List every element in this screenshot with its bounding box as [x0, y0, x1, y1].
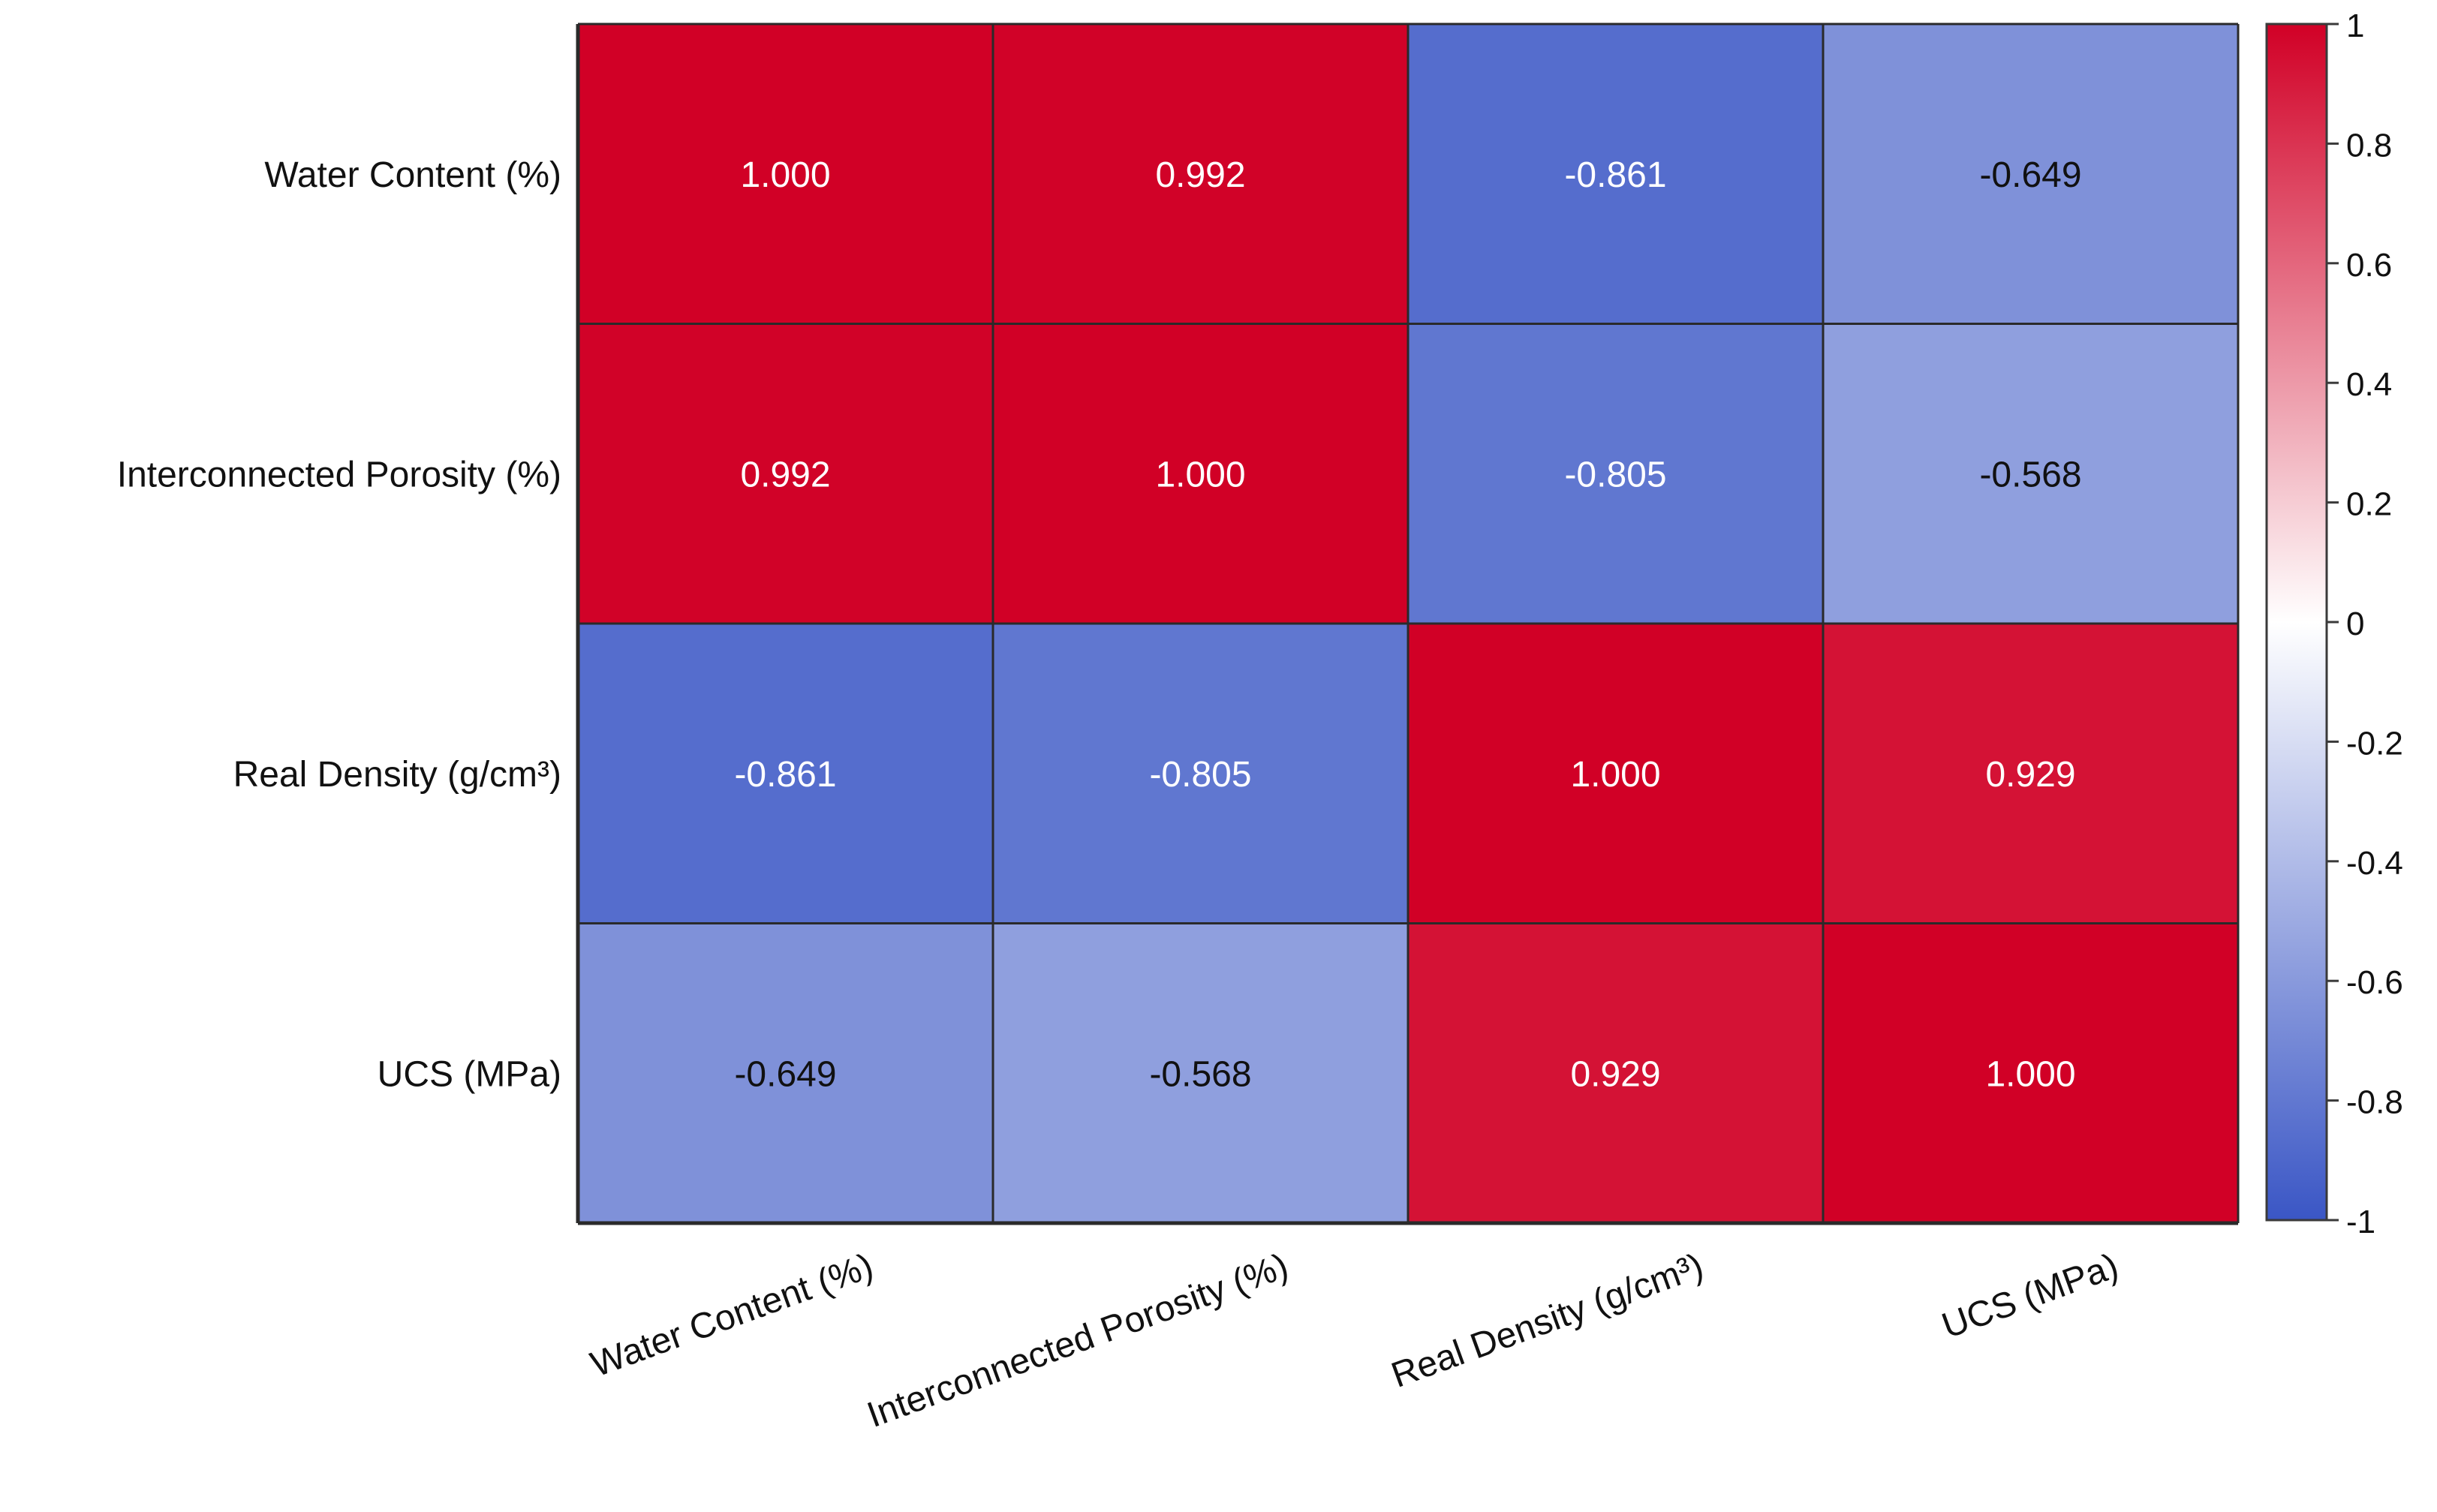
- colorbar-gradient: [2267, 24, 2327, 1220]
- heatmap-cell-r0-c2: [1408, 24, 1823, 324]
- heatmap-cell-r3-c0: [578, 923, 993, 1223]
- heatmap-cell-r0-c1: [993, 24, 1408, 324]
- colorbar-tick-label-8: 0.6: [2346, 247, 2392, 284]
- colorbar-tick-label-3: -0.4: [2346, 845, 2403, 882]
- y-tick-label-2: Real Density (g/cm³): [233, 755, 561, 795]
- x-tick-label-1: Interconnected Porosity (%): [862, 1246, 1294, 1435]
- heatmap-grid: [576, 23, 2240, 1225]
- y-axis-tick-labels: Water Content (%) Interconnected Porosity…: [117, 155, 561, 1095]
- colorbar-tick-label-0: -1: [2346, 1204, 2375, 1240]
- heatmap-cell-r1-c2: [1408, 323, 1823, 624]
- y-tick-label-0: Water Content (%): [264, 155, 561, 195]
- colorbar-tick-label-6: 0.2: [2346, 486, 2392, 523]
- heatmap-cell-r3-c2: [1408, 923, 1823, 1223]
- colorbar-ticks: -1 -0.8 -0.6 -0.4 -0.2 0 0.2 0.4 0.6 0.8 1: [2327, 8, 2403, 1240]
- heatmap-cell-r0-c3: [1823, 24, 2238, 324]
- y-tick-label-3: UCS (MPa): [378, 1054, 561, 1094]
- cell-value-label-r0-c2: -0.861: [1564, 155, 1666, 195]
- colorbar-frame: [2265, 23, 2328, 1222]
- x-tick-label-2: Real Density (g/cm³): [1386, 1246, 1708, 1396]
- cell-value-label-r1-c1: 1.000: [1155, 455, 1245, 494]
- colorbar-tick-label-7: 0.4: [2346, 366, 2392, 403]
- colorbar-tick-label-5: 0: [2346, 606, 2364, 642]
- cell-value-label-r2-c2: 1.000: [1570, 755, 1660, 795]
- y-tick-label-1: Interconnected Porosity (%): [117, 455, 561, 494]
- cell-value-label-r2-c3: 0.929: [1985, 755, 2075, 795]
- heatmap-cell-r3-c1: [993, 923, 1408, 1223]
- cell-value-label-r3-c0: -0.649: [734, 1054, 836, 1094]
- cell-value-label-r3-c2: 0.929: [1570, 1054, 1660, 1094]
- heatmap-cell-r1-c3: [1823, 323, 2238, 624]
- cell-value-label-r3-c3: 1.000: [1985, 1054, 2075, 1094]
- heatmap-cell-r2-c1: [993, 624, 1408, 924]
- heatmap-cell-r0-c0: [578, 24, 993, 324]
- cell-value-label-r2-c0: -0.861: [734, 755, 836, 795]
- heatmap-cell-r1-c1: [993, 323, 1408, 624]
- heatmap-value-labels: 1.000 0.992 -0.861 -0.649 0.992 1.000 -0.805 -0…: [734, 155, 2081, 1095]
- cell-value-label-r3-c1: -0.568: [1149, 1054, 1251, 1094]
- cell-value-label-r0-c1: 0.992: [1155, 155, 1245, 195]
- colorbar: -1 -0.8 -0.6 -0.4 -0.2 0 0.2 0.4 0.6 0.8 1: [2265, 8, 2403, 1240]
- colorbar-tick-label-1: -0.8: [2346, 1084, 2403, 1121]
- heatmap-cell-r2-c0: [578, 624, 993, 924]
- colorbar-tick-label-4: -0.2: [2346, 725, 2403, 762]
- cell-value-label-r0-c3: -0.649: [1979, 155, 2081, 195]
- x-tick-label-3: UCS (MPa): [1937, 1246, 2124, 1347]
- cell-value-label-r2-c1: -0.805: [1149, 755, 1251, 795]
- x-axis-tick-labels: Water Content (%)Interconnected Porosity…: [585, 1246, 2123, 1435]
- cell-value-label-r1-c2: -0.805: [1564, 455, 1666, 494]
- x-tick-label-0: Water Content (%): [585, 1246, 878, 1385]
- cell-value-label-r1-c3: -0.568: [1979, 455, 2081, 494]
- heatmap-cell-r1-c0: [578, 323, 993, 624]
- cell-value-label-r0-c0: 1.000: [740, 155, 830, 195]
- colorbar-tick-label-10: 1: [2346, 8, 2364, 44]
- heatmap-cell-r2-c3: [1823, 624, 2238, 924]
- colorbar-tick-label-2: -0.6: [2346, 964, 2403, 1001]
- heatmap-cell-r2-c2: [1408, 624, 1823, 924]
- heatmap-cells: [578, 24, 2238, 1223]
- colorbar-tick-label-9: 0.8: [2346, 127, 2392, 164]
- cell-value-label-r1-c0: 0.992: [740, 455, 830, 494]
- heatmap-cell-r3-c3: [1823, 923, 2238, 1223]
